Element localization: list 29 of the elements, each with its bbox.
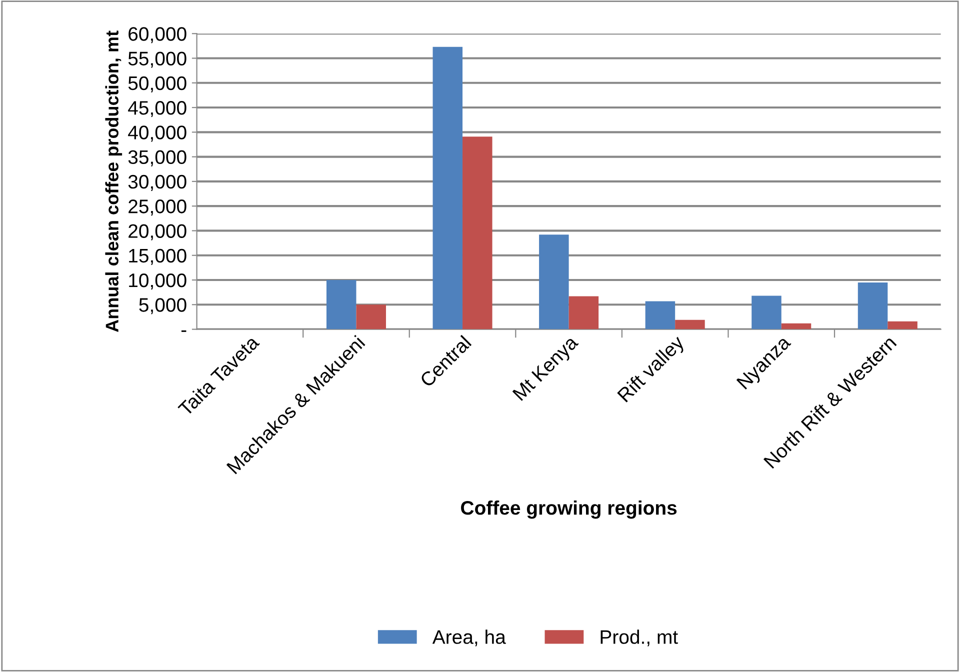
bar (781, 323, 812, 330)
y-tick-label: 25,000 (128, 200, 186, 216)
y-tick-label: 45,000 (128, 100, 186, 118)
y-tick-label: 60,000 (128, 27, 186, 44)
bar (568, 296, 599, 330)
y-tick-label: 30,000 (128, 174, 186, 191)
y-tick-label: 55,000 (128, 52, 186, 68)
bar (432, 46, 463, 330)
y-tick-label: - (181, 330, 186, 332)
bar (675, 320, 705, 330)
bar (858, 282, 888, 330)
legend-label: Prod., mt (600, 630, 678, 646)
y-tick-label: 50,000 (128, 76, 186, 92)
bar (539, 234, 569, 330)
y-tick-label: 5,000 (139, 298, 186, 314)
y-tick-label: 15,000 (129, 248, 186, 265)
y-tick-label: 35,000 (128, 150, 186, 166)
bar (752, 296, 782, 330)
y-tick-label: 10,000 (129, 273, 186, 290)
y-tick-label: 40,000 (128, 126, 186, 142)
x-axis-title: Coffee growing regions (461, 500, 677, 519)
bar (326, 280, 356, 330)
y-axis-title: Annual clean coffee production, mt (105, 30, 122, 332)
legend-label: Area, ha (432, 630, 506, 646)
bar (888, 321, 918, 330)
bar (645, 301, 676, 330)
bar (462, 136, 492, 330)
y-tick-label: 20,000 (128, 224, 186, 240)
bar (356, 304, 386, 330)
